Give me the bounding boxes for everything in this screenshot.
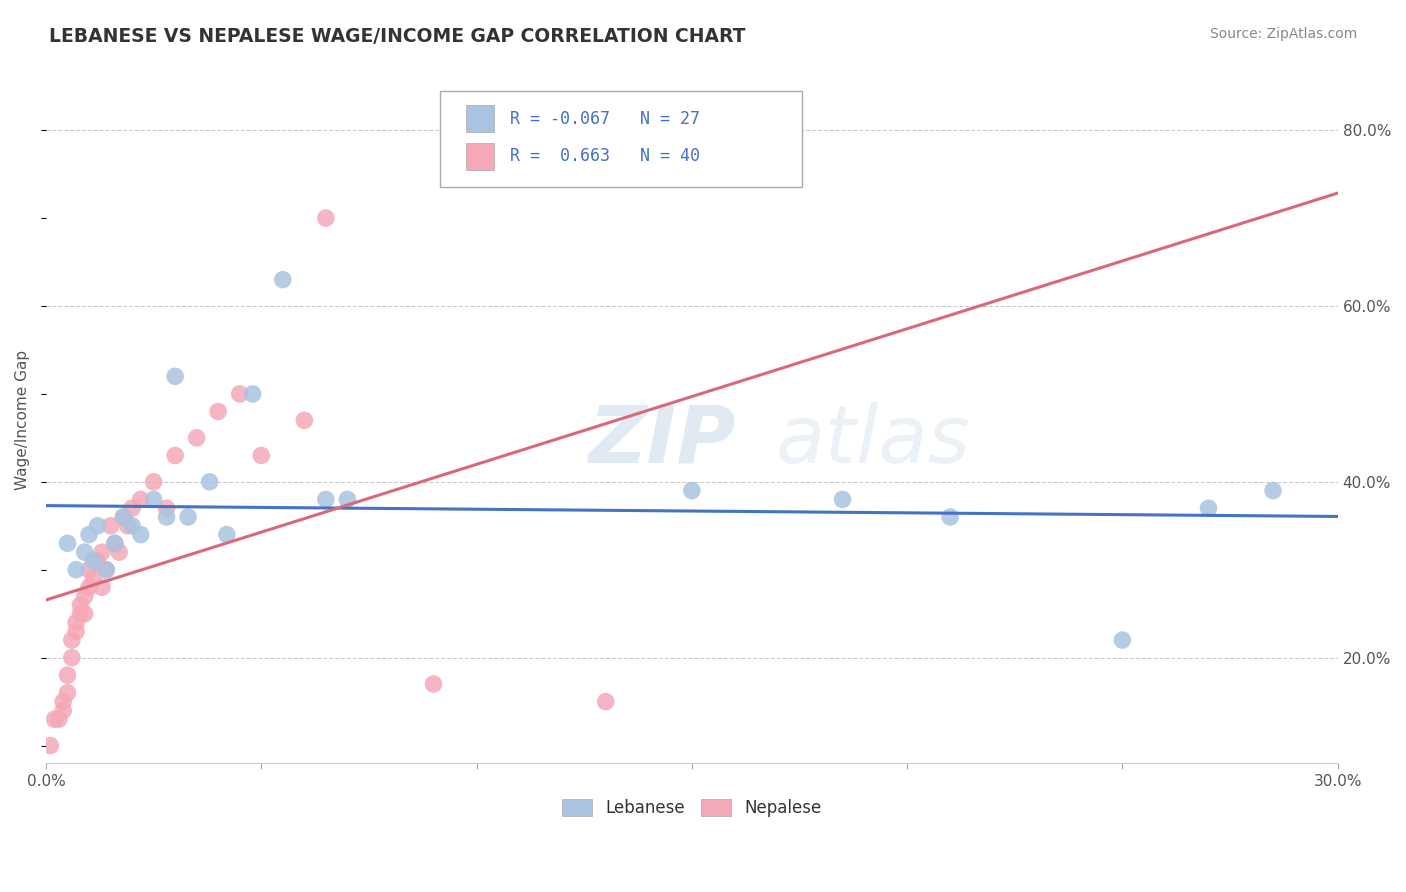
Point (56, 536, 79, 550)
Point (77, 563, 100, 577)
Point (73, 545, 96, 559)
Point (129, 527, 152, 541)
Point (96, 563, 118, 577)
Point (86, 518, 108, 533)
Point (117, 518, 139, 533)
Point (271, 272, 294, 286)
Point (1261, 483, 1284, 498)
Point (129, 492, 152, 507)
Point (77, 580, 100, 594)
Point (165, 369, 187, 384)
Point (165, 449, 187, 463)
Point (336, 492, 359, 507)
Point (595, 695, 617, 709)
Bar (465, 143, 494, 170)
Point (69, 598, 91, 612)
Point (112, 510, 135, 524)
Point (82, 554, 104, 568)
Point (155, 510, 177, 524)
Point (121, 501, 143, 516)
FancyBboxPatch shape (440, 91, 801, 187)
Point (91, 580, 114, 594)
Point (1111, 633, 1133, 648)
Point (100, 518, 122, 533)
Point (39, 739, 62, 753)
Point (77, 527, 100, 541)
Point (315, 211, 337, 226)
Text: R = -0.067   N = 27: R = -0.067 N = 27 (510, 110, 700, 128)
Point (177, 510, 200, 524)
Point (65, 615, 87, 630)
Point (186, 431, 208, 445)
Point (48, 712, 70, 726)
Point (73, 607, 96, 621)
Point (44, 712, 66, 726)
Text: Source: ZipAtlas.com: Source: ZipAtlas.com (1209, 27, 1357, 41)
Point (315, 492, 337, 507)
Point (198, 475, 221, 489)
Point (422, 677, 444, 691)
Point (104, 536, 127, 550)
Point (108, 545, 131, 559)
Point (831, 492, 853, 507)
Text: atlas: atlas (776, 402, 970, 480)
Legend: Lebanese, Nepalese: Lebanese, Nepalese (555, 792, 828, 823)
Point (121, 518, 143, 533)
Point (56, 686, 79, 700)
Point (155, 501, 177, 516)
Y-axis label: Wage/Income Gap: Wage/Income Gap (15, 351, 30, 491)
Point (56, 668, 79, 682)
Text: LEBANESE VS NEPALESE WAGE/INCOME GAP CORRELATION CHART: LEBANESE VS NEPALESE WAGE/INCOME GAP COR… (49, 27, 745, 45)
Point (65, 624, 87, 639)
Point (91, 545, 114, 559)
Point (73, 589, 96, 603)
Point (104, 536, 127, 550)
Point (242, 387, 264, 401)
Point (82, 572, 104, 586)
Point (60, 633, 83, 648)
Point (292, 413, 315, 427)
Point (65, 563, 87, 577)
Point (939, 510, 962, 524)
Point (207, 404, 229, 418)
Point (112, 510, 135, 524)
Point (1198, 501, 1220, 516)
Point (250, 449, 273, 463)
Point (228, 387, 250, 401)
Point (142, 475, 165, 489)
Point (142, 492, 165, 507)
Point (60, 650, 83, 665)
Point (86, 554, 108, 568)
Point (96, 563, 118, 577)
Point (69, 607, 91, 621)
Point (681, 483, 703, 498)
Bar (465, 105, 494, 132)
Text: ZIP: ZIP (589, 402, 735, 480)
Point (52, 703, 75, 717)
Point (215, 527, 238, 541)
Text: R =  0.663   N = 40: R = 0.663 N = 40 (510, 147, 700, 165)
Point (52, 695, 75, 709)
